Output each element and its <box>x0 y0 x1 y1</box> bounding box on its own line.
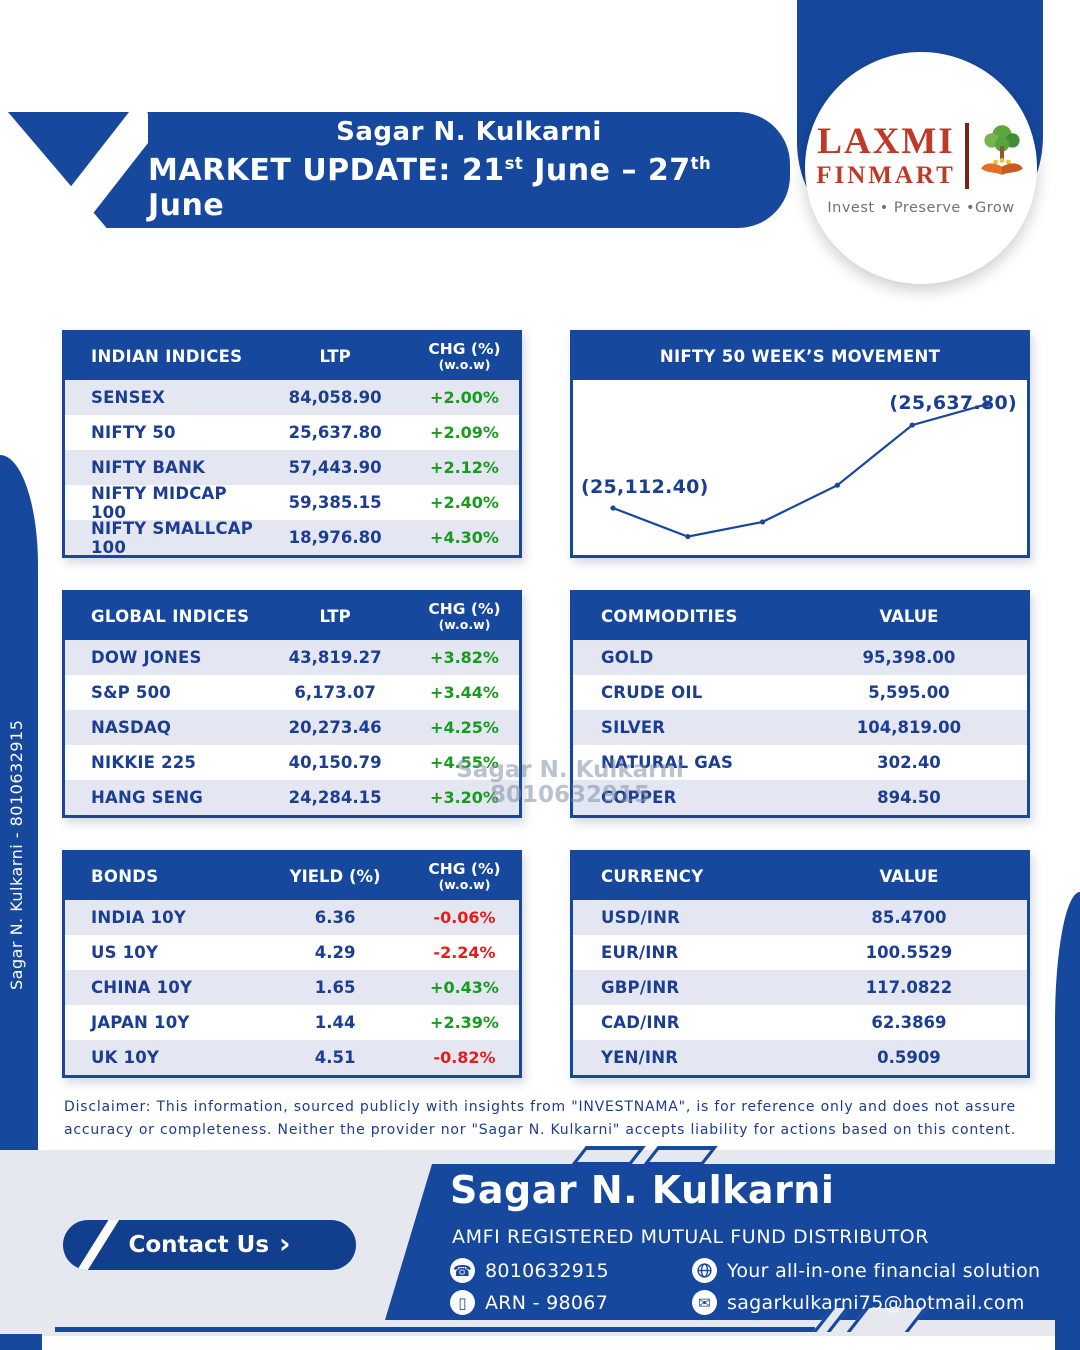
bonds-table: BONDS YIELD (%) CHG (%) (w.o.w) INDIA 10Y… <box>62 850 522 1078</box>
table-row: CHINA 10Y 1.65 +0.43% <box>65 970 519 1005</box>
indian-indices-table: INDIAN INDICES LTP CHG (%) (w.o.w) SENSEX… <box>62 330 522 558</box>
col-header: INDIAN INDICES <box>91 347 243 366</box>
commodities-table: COMMODITIES VALUE GOLD 95,398.00 CRUDE OI… <box>570 590 1030 818</box>
table-row: NIKKIE 225 40,150.79 +4.55% <box>91 753 499 772</box>
arn-card-icon: ▯ <box>450 1290 475 1315</box>
header-banner: Sagar N. Kulkarni MARKET UPDATE: 21st Ju… <box>148 112 790 228</box>
pill-swoosh-stripe <box>73 1220 122 1270</box>
footer-tagline: Your all-in-one financial solution <box>692 1258 1040 1283</box>
col-header: LTP <box>319 347 351 366</box>
phone-icon: ☎ <box>450 1258 475 1283</box>
table-row: NIFTY 50 25,637.80 +2.09% <box>91 423 499 442</box>
col-header: CHG (%) (w.o.w) <box>428 600 501 633</box>
chart-start-label: (25,112.40) <box>581 476 709 498</box>
footer-subtitle: AMFI REGISTERED MUTUAL FUND DISTRIBUTOR <box>452 1226 930 1248</box>
footer-email: ✉ sagarkulkarni75@hotmail.com <box>692 1290 1025 1315</box>
header-title: MARKET UPDATE: 21st June – 27th June <box>148 153 712 223</box>
table-row: SENSEX 84,058.90 +2.00% <box>65 380 519 415</box>
laxmi-finmart-logo: LAXMI FINMART Invest • Pres <box>805 52 1037 284</box>
globe-icon <box>692 1258 717 1283</box>
col-header: CHG (%) (w.o.w) <box>428 340 501 373</box>
col-header: COMMODITIES <box>601 607 738 626</box>
table-row: YEN/INR 0.5909 <box>573 1040 1027 1075</box>
table-row: GBP/INR 117.0822 <box>573 970 1027 1005</box>
logo-word-laxmi: LAXMI <box>817 121 955 162</box>
disclaimer-text: Disclaimer: This information, sourced pu… <box>64 1099 1016 1139</box>
table-row: NIFTY MIDCAP 100 59,385.15 +2.40% <box>91 483 499 522</box>
nifty-chart-svg <box>610 401 990 540</box>
nifty-movement-panel: NIFTY 50 WEEK’S MOVEMENT (25,112.40) (25… <box>570 330 1030 558</box>
left-accent-bar <box>0 455 38 1152</box>
col-header: YIELD (%) <box>289 867 381 886</box>
col-header: GLOBAL INDICES <box>91 607 250 626</box>
table-row: CAD/INR 62.3869 <box>601 1013 947 1032</box>
logo-divider <box>964 122 969 189</box>
contact-us-button[interactable]: Contact Us › <box>63 1220 356 1270</box>
logo-word-finmart: FINMART <box>816 162 956 189</box>
logo-tagline: Invest • Preserve •Grow <box>827 199 1015 216</box>
chart-end-label: (25,637.80) <box>889 392 1017 414</box>
footer-phone: ☎ 8010632915 <box>450 1258 609 1283</box>
table-row: NATURAL GAS 302.40 <box>601 753 941 772</box>
table-row: UK 10Y 4.51 -0.82% <box>65 1040 519 1075</box>
col-header: LTP <box>319 607 351 626</box>
right-accent-bar <box>1055 892 1080 1350</box>
decor-corner-square <box>0 1334 42 1350</box>
table-row: EUR/INR 100.5529 <box>601 943 953 962</box>
email-icon: ✉ <box>692 1290 717 1315</box>
footer-arn: ▯ ARN - 98067 <box>450 1290 608 1315</box>
currency-table: CURRENCY VALUE USD/INR 85.4700 EUR/INR 100… <box>570 850 1030 1078</box>
table-row: USD/INR 85.4700 <box>573 900 1027 935</box>
side-vertical-text: Sagar N. Kulkarni - 8010632915 <box>7 719 26 990</box>
nifty-chart: (25,112.40) (25,637.80) <box>573 380 1027 555</box>
decor-line <box>55 1327 815 1332</box>
chevron-right-icon: › <box>279 1226 291 1260</box>
chart-title: NIFTY 50 WEEK’S MOVEMENT <box>659 347 941 366</box>
footer-name: Sagar N. Kulkarni <box>450 1168 835 1212</box>
table-row: COPPER 894.50 <box>573 780 1027 815</box>
table-row: NASDAQ 20,273.46 +4.25% <box>65 710 519 745</box>
table-row: CRUDE OIL 5,595.00 <box>601 683 950 702</box>
col-header: BONDS <box>91 867 159 886</box>
footer-band <box>385 1164 1080 1320</box>
table-row: JAPAN 10Y 1.44 +2.39% <box>91 1013 499 1032</box>
table-row: HANG SENG 24,284.15 +3.20% <box>65 780 519 815</box>
table-row: US 10Y 4.29 -2.24% <box>91 943 496 962</box>
table-row: INDIA 10Y 6.36 -0.06% <box>65 900 519 935</box>
table-row: NIFTY SMALLCAP 100 18,976.80 +4.30% <box>65 519 519 557</box>
table-row: GOLD 95,398.00 <box>573 640 1027 675</box>
col-header: CURRENCY <box>601 867 704 886</box>
table-row: NIFTY BANK 57,443.90 +2.12% <box>65 450 519 485</box>
header-name: Sagar N. Kulkarni <box>336 117 602 147</box>
table-row: SILVER 104,819.00 <box>573 710 1027 745</box>
col-header: VALUE <box>879 867 939 886</box>
table-row: S&P 500 6,173.07 +3.44% <box>91 683 499 702</box>
tree-hands-icon <box>978 121 1026 191</box>
table-row: DOW JONES 43,819.27 +3.82% <box>65 640 519 675</box>
global-indices-table: GLOBAL INDICES LTP CHG (%) (w.o.w) DOW JO… <box>62 590 522 818</box>
col-header: CHG (%) (w.o.w) <box>428 860 501 893</box>
col-header: VALUE <box>879 607 939 626</box>
